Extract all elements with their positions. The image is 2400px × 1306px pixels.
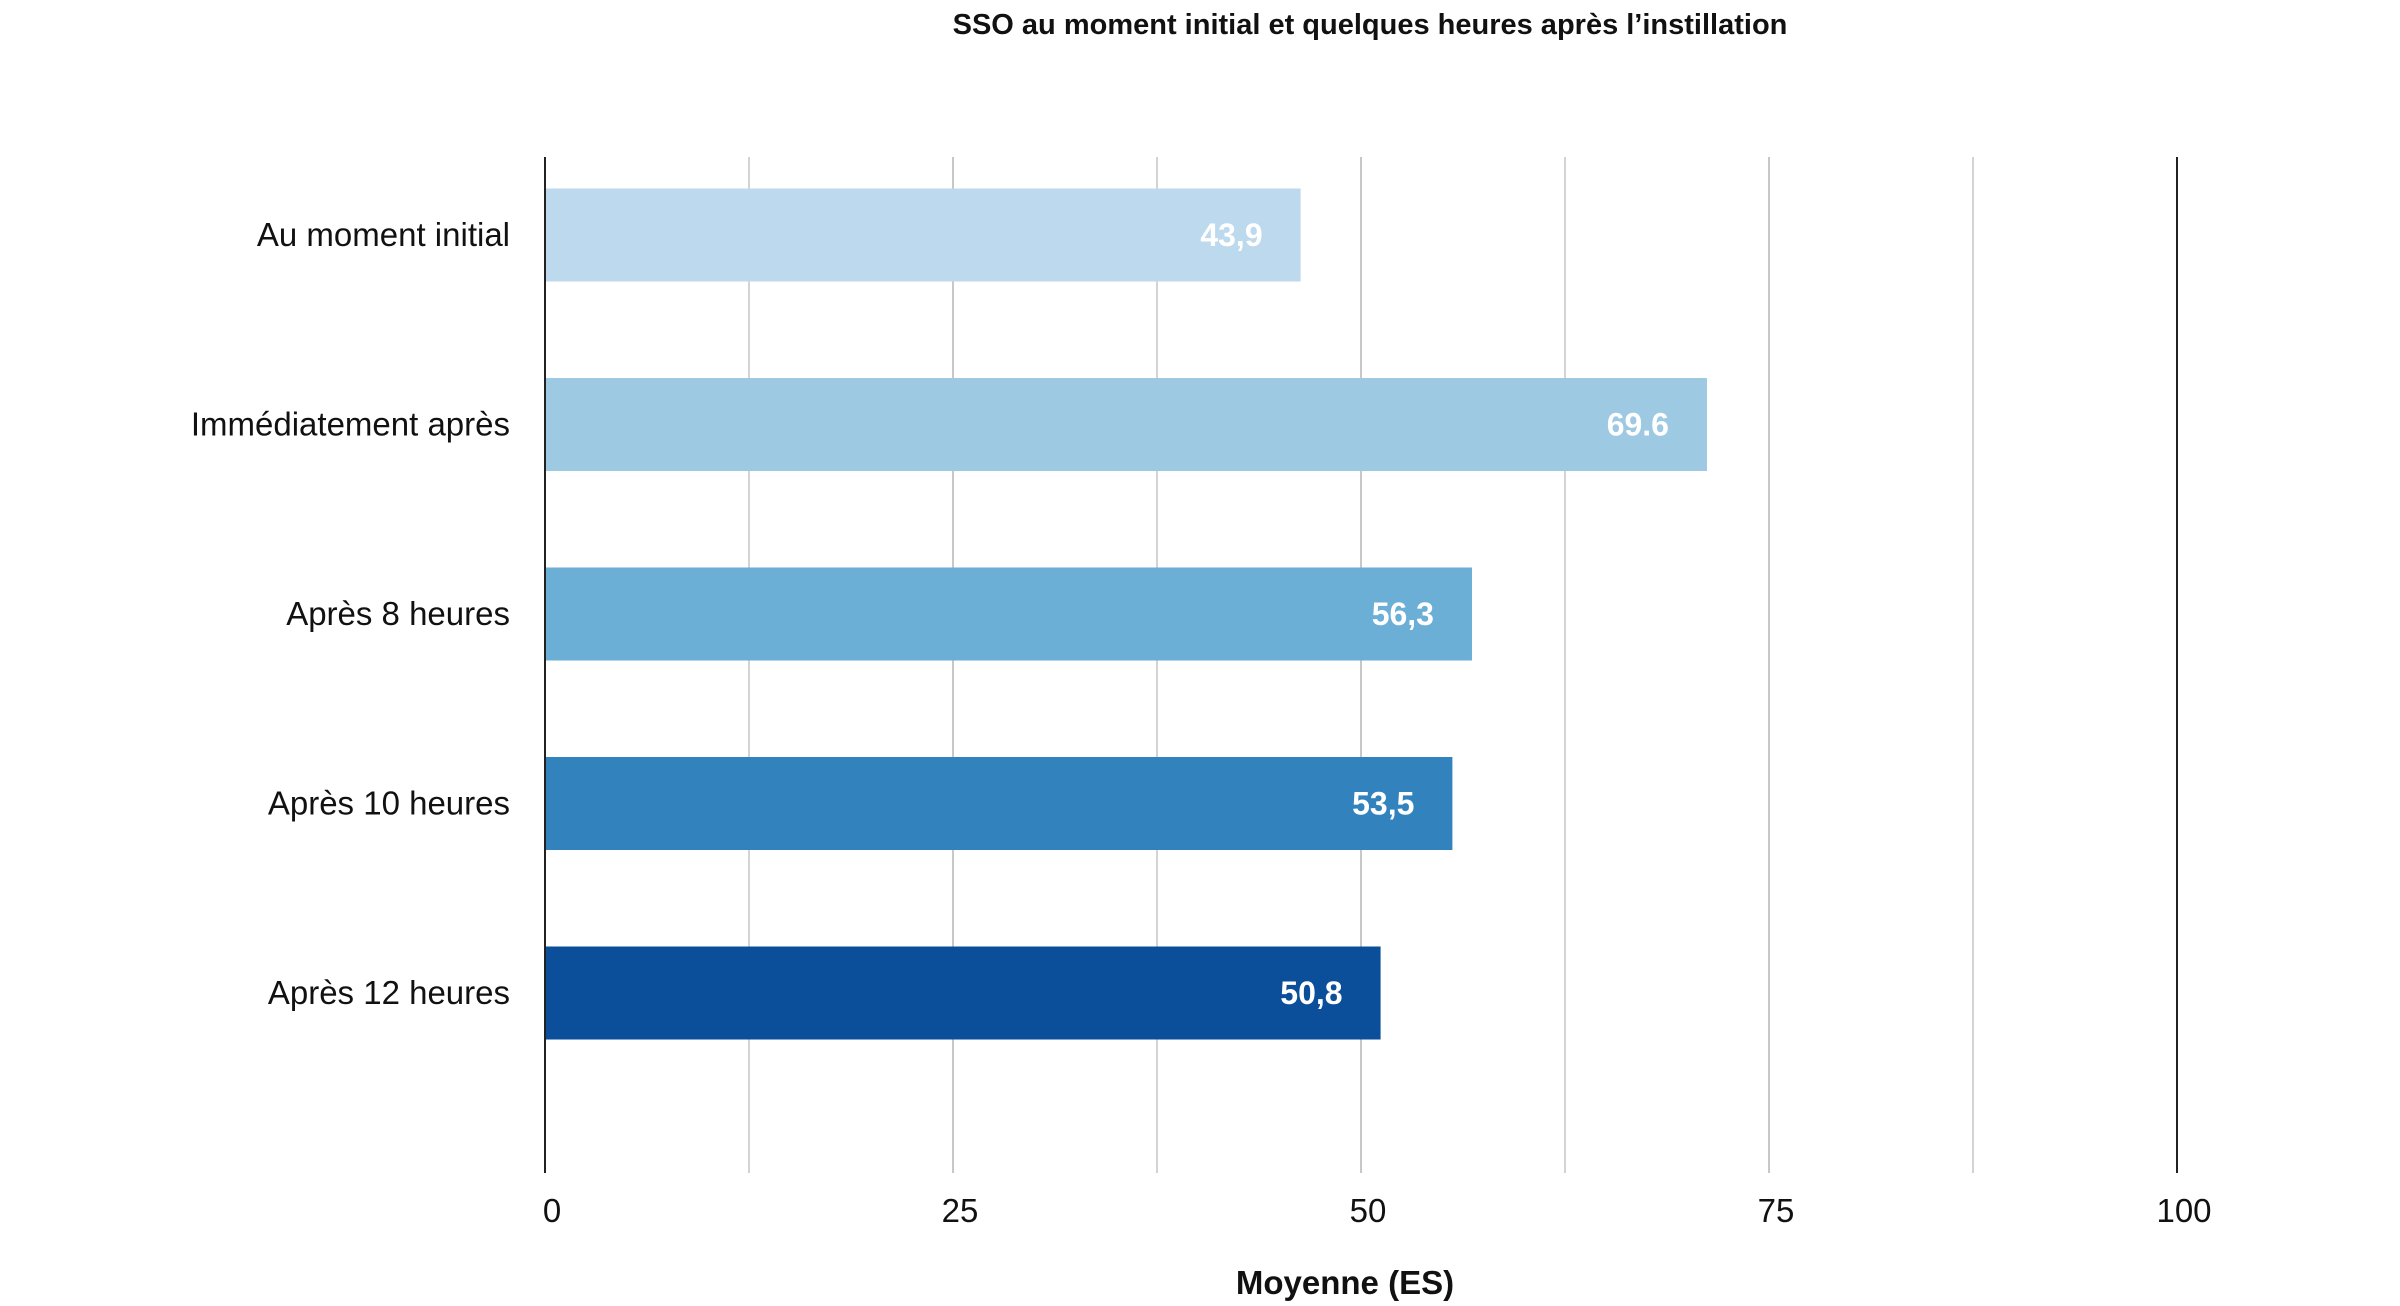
- bar: [545, 757, 1453, 850]
- data-label: 50,8: [1280, 975, 1342, 1011]
- category-label: Au moment initial: [257, 216, 510, 253]
- x-tick-label: 50: [1350, 1192, 1387, 1229]
- bar: [545, 567, 1472, 661]
- axes: [544, 157, 2178, 1173]
- data-label: 53,5: [1352, 786, 1414, 822]
- labels: 43,9 Au moment initial 69.6 Immédiatement a…: [191, 216, 2212, 1229]
- x-tick-label: 100: [2156, 1192, 2211, 1229]
- data-label: 43,9: [1200, 217, 1262, 253]
- chart-title: SSO au moment initial et quelques heures…: [953, 9, 1788, 41]
- category-label: Immédiatement après: [191, 406, 510, 443]
- x-tick-label: 25: [942, 1192, 979, 1229]
- category-label: Après 10 heures: [268, 785, 510, 822]
- bar: [545, 946, 1381, 1040]
- category-label: Après 12 heures: [268, 974, 510, 1011]
- gridlines: [748, 157, 1974, 1173]
- x-tick-label: 0: [543, 1192, 561, 1229]
- x-axis-title: Moyenne (ES): [1236, 1264, 1454, 1301]
- bar: [545, 188, 1301, 282]
- bar: [545, 378, 1707, 471]
- bars: [545, 188, 1707, 1040]
- x-tick-label: 75: [1758, 1192, 1795, 1229]
- data-label: 69.6: [1607, 407, 1669, 443]
- category-label: Après 8 heures: [286, 595, 510, 632]
- data-label: 56,3: [1372, 596, 1434, 632]
